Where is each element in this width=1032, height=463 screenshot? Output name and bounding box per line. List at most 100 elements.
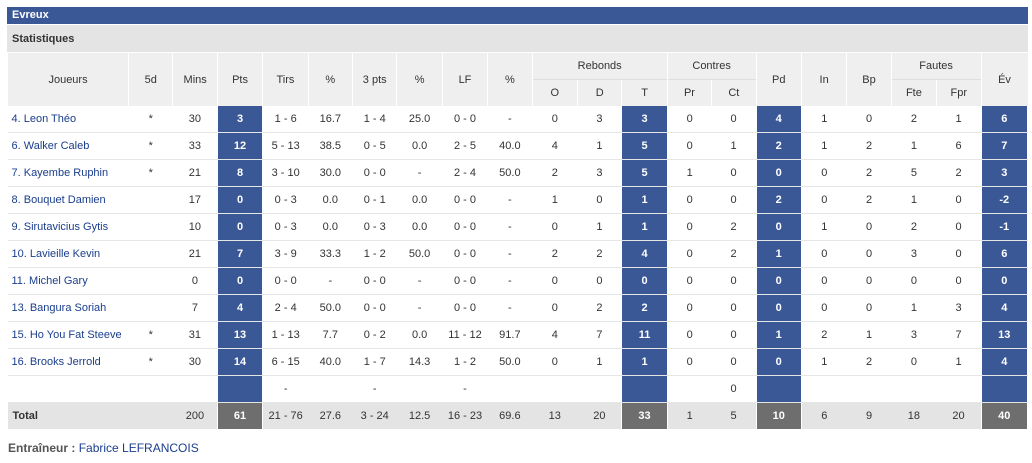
cell-pd: 0 xyxy=(755,294,802,322)
team-cell-mins xyxy=(172,375,218,403)
cell-o: 0 xyxy=(532,348,578,376)
cell-tirs: 0 - 0 xyxy=(262,267,309,295)
cell-pts: 0 xyxy=(216,186,264,214)
player-link[interactable]: 8. Bouquet Damien xyxy=(11,194,106,206)
cell-d: 1 xyxy=(577,213,622,241)
total-pts: 61 xyxy=(216,402,264,429)
cell-in: 1 xyxy=(801,106,847,133)
cell-p3: 0 - 1 xyxy=(352,186,397,214)
cell-fte: 1 xyxy=(891,294,937,322)
cell-lf: 1 - 2 xyxy=(442,348,488,376)
cell-d5 xyxy=(128,240,173,268)
cell-d5 xyxy=(128,267,173,295)
cell-lf: 2 - 4 xyxy=(442,159,488,187)
team-row-label xyxy=(7,375,129,403)
cell-fpr: 2 xyxy=(936,159,981,187)
cell-t: 1 xyxy=(621,186,668,214)
cell-o: 4 xyxy=(532,321,578,349)
header-ev: Év xyxy=(980,53,1028,106)
cell-pr: 1 xyxy=(667,159,712,187)
cell-t: 1 xyxy=(621,213,668,241)
cell-o: 0 xyxy=(532,106,578,133)
cell-o: 4 xyxy=(532,132,578,160)
player-link[interactable]: 4. Leon Théo xyxy=(11,113,77,125)
total-lf: 16 - 23 xyxy=(442,402,488,429)
total-mins: 200 xyxy=(172,402,218,429)
cell-p3: 1 - 2 xyxy=(352,240,397,268)
cell-lfpct: 50.0 xyxy=(487,159,533,187)
cell-tpct: 0.0 xyxy=(308,213,353,241)
cell-pts: 7 xyxy=(216,240,264,268)
cell-o: 1 xyxy=(532,186,578,214)
player-link[interactable]: 6. Walker Caleb xyxy=(11,140,90,152)
cell-d: 0 xyxy=(577,186,622,214)
header-tirs: Tirs xyxy=(262,53,309,106)
total-bp: 9 xyxy=(846,402,892,429)
cell-d5: * xyxy=(128,159,173,187)
header-lf-pct: % xyxy=(487,53,533,106)
cell-p3pct: 50.0 xyxy=(396,240,443,268)
cell-pr: 0 xyxy=(667,186,712,214)
cell-fte: 3 xyxy=(891,240,937,268)
player-link[interactable]: 9. Sirutavicius Gytis xyxy=(11,221,109,233)
player-link[interactable]: 13. Bangura Soriah xyxy=(11,302,107,314)
total-p3: 3 - 24 xyxy=(352,402,397,429)
total-pd: 10 xyxy=(755,402,802,429)
player-link[interactable]: 16. Brooks Jerrold xyxy=(11,356,101,368)
cell-bp: 2 xyxy=(846,186,892,214)
cell-tpct: 40.0 xyxy=(308,348,353,376)
cell-p3: 0 - 0 xyxy=(352,294,397,322)
cell-ev: 6 xyxy=(980,106,1028,133)
cell-lfpct: - xyxy=(487,240,533,268)
cell-pts: 0 xyxy=(216,267,264,295)
cell-pd: 0 xyxy=(755,267,802,295)
cell-p3pct: - xyxy=(396,159,443,187)
cell-lf: 0 - 0 xyxy=(442,294,488,322)
header-5d: 5d xyxy=(128,53,173,106)
cell-fte: 1 xyxy=(891,132,937,160)
cell-d: 2 xyxy=(577,294,622,322)
cell-o: 0 xyxy=(532,267,578,295)
total-d5 xyxy=(128,402,173,429)
cell-t: 5 xyxy=(621,132,668,160)
player-link[interactable]: 7. Kayembe Ruphin xyxy=(11,167,109,179)
cell-ev: 6 xyxy=(980,240,1028,268)
team-cell-pd xyxy=(755,375,802,403)
cell-ct: 0 xyxy=(711,159,757,187)
cell-tpct: 0.0 xyxy=(308,186,353,214)
cell-lf: 11 - 12 xyxy=(442,321,488,349)
cell-fpr: 0 xyxy=(936,267,981,295)
cell-tpct: 7.7 xyxy=(308,321,353,349)
cell-bp: 0 xyxy=(846,213,892,241)
total-tirs: 21 - 76 xyxy=(262,402,309,429)
header-in: In xyxy=(800,53,847,106)
cell-ev: 4 xyxy=(980,348,1028,376)
cell-pd: 0 xyxy=(755,213,802,241)
team-cell-fte xyxy=(891,375,937,403)
team-cell-d5 xyxy=(128,375,173,403)
cell-ct: 2 xyxy=(711,213,757,241)
cell-ev: -2 xyxy=(980,186,1028,214)
cell-d: 1 xyxy=(577,132,622,160)
cell-bp: 2 xyxy=(846,159,892,187)
team-cell-t xyxy=(621,375,668,403)
cell-p3pct: 14.3 xyxy=(396,348,443,376)
coach-link[interactable]: Fabrice LEFRANCOIS xyxy=(78,441,199,455)
cell-t: 2 xyxy=(621,294,668,322)
cell-o: 2 xyxy=(532,240,578,268)
cell-in: 1 xyxy=(801,348,847,376)
player-link[interactable]: 10. Lavieille Kevin xyxy=(11,248,101,260)
cell-p3: 1 - 4 xyxy=(352,106,397,133)
cell-pr: 0 xyxy=(667,348,712,376)
player-cell: 15. Ho You Fat Steeve xyxy=(7,321,129,349)
cell-d: 3 xyxy=(577,106,622,133)
player-link[interactable]: 11. Michel Gary xyxy=(11,275,88,287)
cell-mins: 30 xyxy=(172,348,218,376)
header-t: T xyxy=(621,79,668,106)
cell-lfpct: 40.0 xyxy=(487,132,533,160)
player-link[interactable]: 15. Ho You Fat Steeve xyxy=(11,329,122,341)
team-cell-tpct xyxy=(308,375,353,403)
header-3pts-pct: % xyxy=(396,53,443,106)
cell-t: 0 xyxy=(621,267,668,295)
